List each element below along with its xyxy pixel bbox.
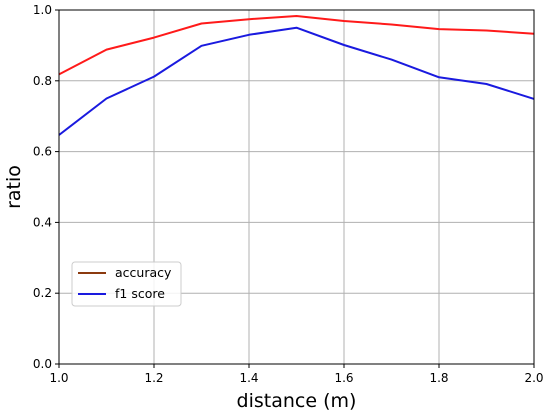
x-tick-label: 1.0 [49,371,68,385]
y-tick-label: 0.0 [33,357,52,371]
legend-label-accuracy: accuracy [115,265,172,280]
axis-ticks: 1.0 1.2 1.4 1.6 1.8 2.0 0.0 0.2 0.4 0.6 0.8 1.0 [33,3,544,385]
series-lines [58,15,535,136]
series-line-f1-score [58,26,535,136]
y-tick-label: 0.6 [33,145,52,159]
y-tick-label: 0.4 [33,215,52,229]
y-tick-label: 1.0 [33,3,52,17]
x-axis-title: distance (m) [237,390,357,412]
series-line-accuracy [58,15,535,76]
y-axis-title: ratio [3,165,25,209]
y-tick-label: 0.2 [33,286,52,300]
legend-label-f1-score: f1 score [115,286,165,301]
plot-frame [58,9,535,365]
x-tick-label: 1.4 [239,371,258,385]
x-tick-label: 2.0 [524,371,543,385]
plot-background [59,10,534,364]
legend: accuracy f1 score [71,261,182,307]
y-tick-label: 0.8 [33,74,52,88]
x-tick-label: 1.8 [429,371,448,385]
x-tick-label: 1.2 [144,371,163,385]
x-tick-label: 1.6 [334,371,353,385]
